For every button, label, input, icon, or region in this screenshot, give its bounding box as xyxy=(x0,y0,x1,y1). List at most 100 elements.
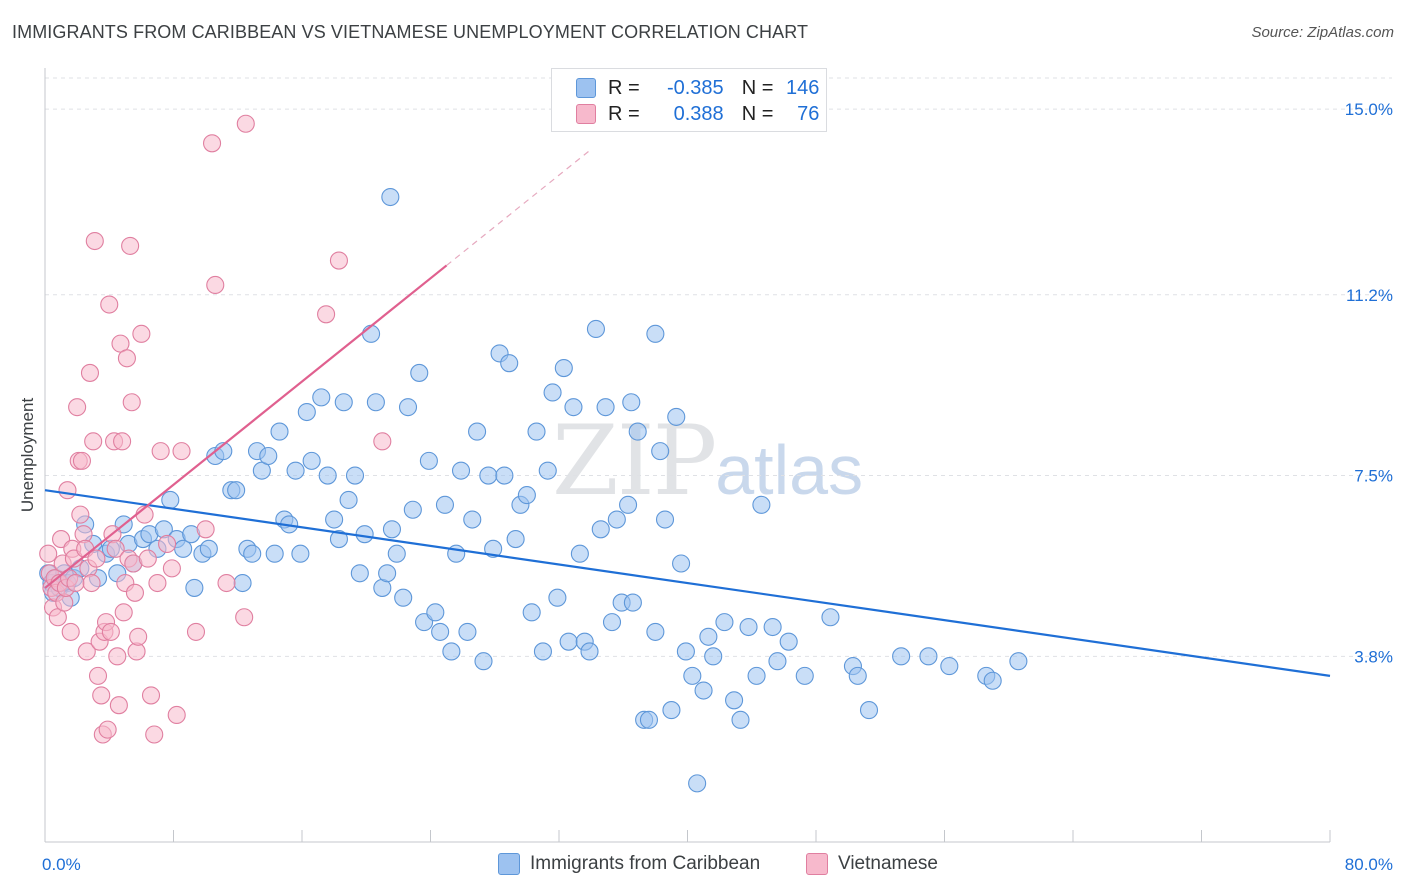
caribbean-point xyxy=(795,666,814,685)
caribbean-point xyxy=(243,544,262,563)
caribbean-point xyxy=(381,187,400,207)
caribbean-point xyxy=(602,613,622,632)
caribbean-point xyxy=(451,461,471,480)
caribbean-point xyxy=(752,495,771,514)
vietnamese-point xyxy=(138,549,157,568)
caribbean-point xyxy=(312,388,331,407)
caribbean-point xyxy=(484,539,503,558)
r-value-caribbean: -0.385 xyxy=(666,76,724,99)
caribbean-point xyxy=(591,520,610,539)
vietnamese-point xyxy=(71,505,90,524)
vietnamese-point xyxy=(100,295,119,314)
vietnamese-point xyxy=(151,442,170,461)
vietnamese-point xyxy=(114,603,133,622)
caribbean-point xyxy=(628,422,647,441)
vietnamese-point xyxy=(117,349,136,368)
caribbean-point xyxy=(291,544,310,563)
n-label: N = xyxy=(741,102,774,125)
caribbean-point xyxy=(570,544,589,563)
x-tick-label: 0.0% xyxy=(42,855,81,874)
caribbean-point xyxy=(419,451,438,470)
y-tick-label: 11.2% xyxy=(1346,286,1393,305)
caribbean-point xyxy=(185,578,204,597)
caribbean-point xyxy=(533,642,552,661)
caribbean-point xyxy=(270,422,289,441)
caribbean-point xyxy=(286,461,305,480)
vietnamese-point xyxy=(196,520,215,539)
y-tick-label: 7.5% xyxy=(1354,467,1393,486)
r-value-vietnamese: 0.388 xyxy=(673,102,724,125)
x-tick-label: 80.0% xyxy=(1345,855,1393,874)
vietnamese-point xyxy=(61,622,80,641)
caribbean-point xyxy=(431,622,450,641)
caribbean-point xyxy=(646,324,665,343)
vietnamese-point xyxy=(68,398,87,417)
caribbean-point xyxy=(362,324,381,343)
watermark-atlas: atlas xyxy=(715,431,864,509)
n-value-vietnamese: 76 xyxy=(797,102,820,125)
caribbean-point xyxy=(474,652,493,671)
vietnamese-point xyxy=(129,627,148,646)
caribbean-point xyxy=(768,652,787,671)
caribbean-point xyxy=(699,627,718,646)
vietnamese-point xyxy=(39,544,58,563)
vietnamese-point xyxy=(158,534,177,553)
legend-row-vietnamese: R = 0.388 N = 76 xyxy=(576,101,819,127)
vietnamese-point xyxy=(217,573,236,593)
vietnamese-point xyxy=(98,720,117,739)
bottom-legend-label-caribbean: Immigrants from Caribbean xyxy=(530,853,761,874)
vietnamese-point xyxy=(122,393,141,412)
caribbean-point xyxy=(355,525,374,544)
caribbean-point xyxy=(265,544,284,563)
caribbean-point xyxy=(410,363,429,382)
y-axis-label: Unemployment xyxy=(18,397,37,513)
bottom-legend-vietnamese: Vietnamese xyxy=(806,852,938,876)
caribbean-point xyxy=(517,486,536,505)
caribbean-point xyxy=(763,617,782,637)
vietnamese-point xyxy=(82,573,101,593)
vietnamese-point xyxy=(106,539,125,558)
vietnamese-point xyxy=(109,696,128,715)
n-label: N = xyxy=(741,76,774,99)
vietnamese-point xyxy=(85,231,104,251)
vietnamese-point xyxy=(132,324,151,343)
caribbean-point xyxy=(398,398,418,417)
caribbean-point xyxy=(435,495,455,514)
caribbean-point xyxy=(672,554,691,573)
caribbean-point xyxy=(676,642,695,661)
caribbean-point xyxy=(619,495,638,514)
vietnamese-point xyxy=(373,432,392,451)
vietnamese-point xyxy=(77,642,96,661)
caribbean-point xyxy=(522,603,541,622)
caribbean-point xyxy=(458,622,477,641)
caribbean-point xyxy=(623,593,642,612)
caribbean-point xyxy=(651,442,670,461)
caribbean-point xyxy=(646,622,665,641)
vietnamese-point xyxy=(80,363,100,382)
caribbean-point xyxy=(463,510,482,529)
caribbean-point xyxy=(426,603,445,622)
caribbean-point xyxy=(366,393,385,412)
caribbean-point xyxy=(747,666,766,685)
caribbean-point xyxy=(318,466,337,485)
caribbean-point xyxy=(506,530,525,549)
correlation-legend: R = -0.385 N = 146 R = 0.388 N = 76 xyxy=(551,68,827,132)
vietnamese-point xyxy=(162,559,181,578)
n-value-caribbean: 146 xyxy=(786,76,820,99)
caribbean-point xyxy=(345,466,365,485)
legend-swatch-caribbean xyxy=(576,78,596,98)
r-label: R = xyxy=(608,102,640,125)
caribbean-point xyxy=(607,510,626,529)
caribbean-point xyxy=(297,402,316,422)
vietnamese-point xyxy=(72,451,91,470)
caribbean-point xyxy=(739,617,758,637)
vietnamese-point xyxy=(172,442,191,461)
caribbean-point xyxy=(940,657,959,676)
caribbean-point xyxy=(394,588,413,607)
caribbean-point xyxy=(554,359,573,378)
caribbean-point xyxy=(387,544,406,563)
vietnamese-point xyxy=(141,686,161,705)
caribbean-point xyxy=(694,681,713,700)
bottom-legend-label-vietnamese: Vietnamese xyxy=(838,853,938,874)
caribbean-point xyxy=(334,393,353,412)
